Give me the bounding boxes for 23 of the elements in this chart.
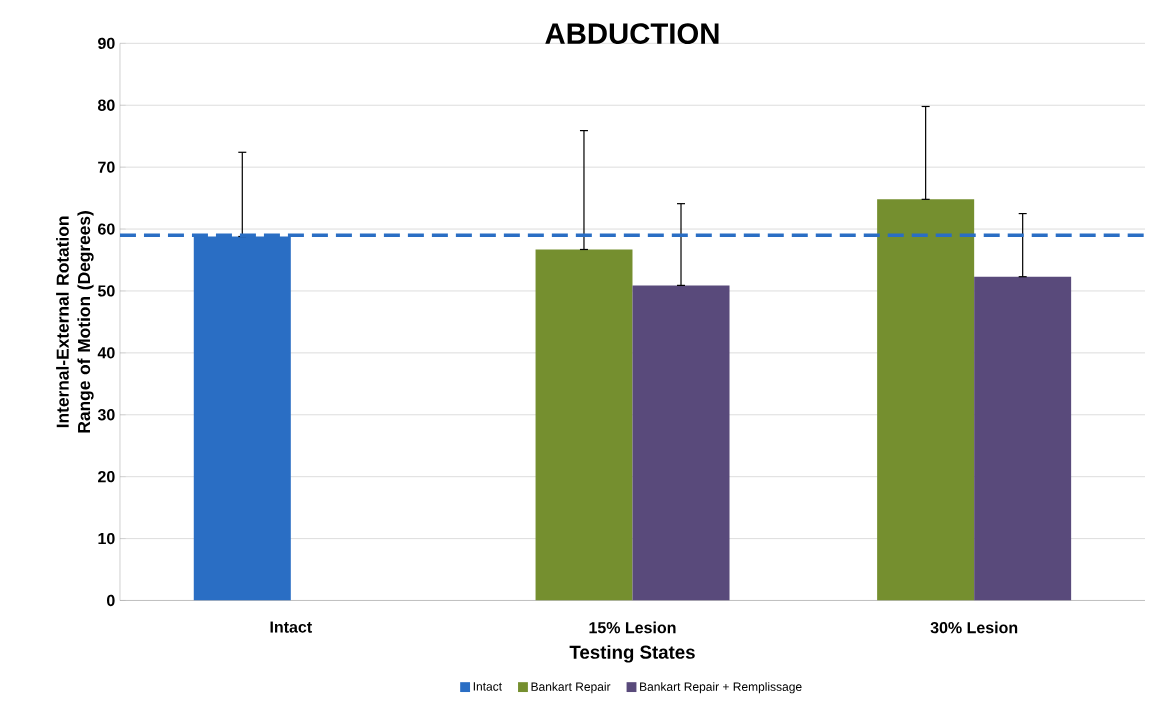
bar xyxy=(974,276,1072,601)
chart-title: ABDUCTION xyxy=(545,22,719,44)
y-tick-label: 80 xyxy=(97,99,115,111)
x-tick-label: 30% Lesion xyxy=(930,621,1018,634)
y-tick-label: 70 xyxy=(98,161,115,173)
y-tick-label: 30 xyxy=(97,408,115,421)
y-tick-label: 0 xyxy=(106,594,115,606)
legend-label: Bankart Repair + Remplissage xyxy=(640,681,802,694)
bar xyxy=(877,199,975,601)
y-tick-label: 50 xyxy=(97,285,115,297)
legend-label: Bankart Repair xyxy=(531,681,611,694)
bar xyxy=(535,249,633,601)
y-tick-label: 10 xyxy=(98,532,115,545)
y-tick-label: 40 xyxy=(97,346,115,359)
y-tick-label: 20 xyxy=(98,470,115,483)
x-tick-label: 15% Lesion xyxy=(589,621,676,634)
x-axis-title: Testing States xyxy=(569,644,695,663)
bar xyxy=(632,285,730,601)
y-axis-title: Internal-External Rotation Range of Motion (Degrees) xyxy=(56,210,94,433)
x-tick-label: Intact xyxy=(270,621,312,633)
y-tick-label: 60 xyxy=(98,223,115,235)
y-tick-label: 90 xyxy=(98,37,115,49)
legend-label: Intact xyxy=(473,682,502,691)
